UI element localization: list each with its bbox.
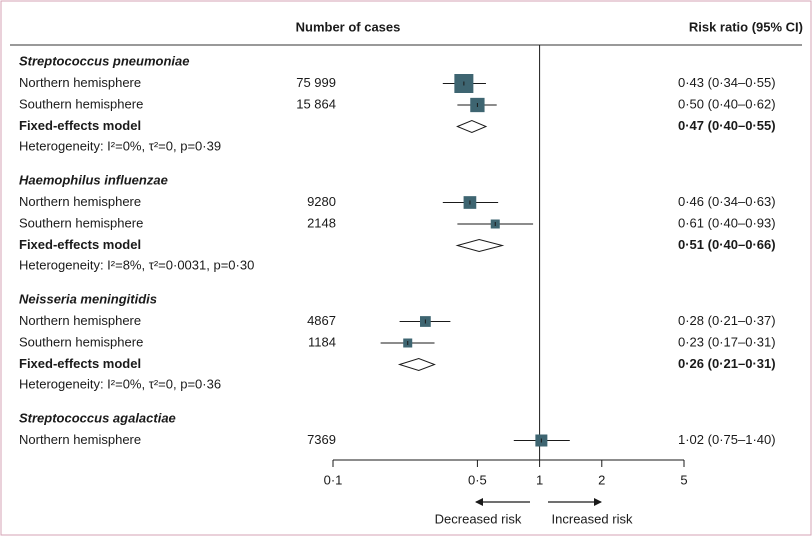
rr-label: 0·23 (0·17–0·31): [678, 334, 776, 349]
rr-label: 0·28 (0·21–0·37): [678, 313, 776, 328]
pooled-label: Fixed-effects model: [19, 237, 141, 252]
x-tick-label: 0·1: [324, 472, 343, 487]
study-label: Southern hemisphere: [19, 334, 143, 349]
x-tick-label: 5: [680, 472, 687, 487]
pooled-rr-label: 0·47 (0·40–0·55): [678, 118, 776, 133]
rr-label: 0·61 (0·40–0·93): [678, 215, 776, 230]
rr-label: 1·02 (0·75–1·40): [678, 432, 776, 447]
pooled-rr-label: 0·26 (0·21–0·31): [678, 356, 776, 371]
group-title: Streptococcus pneumoniae: [19, 53, 189, 68]
heterogeneity: Heterogeneity: I²=0%, τ²=0, p=0·36: [19, 376, 221, 391]
pooled-diamond: [455, 238, 505, 253]
axis-annotation: Decreased risk: [435, 511, 522, 526]
study-label: Northern hemisphere: [19, 75, 141, 90]
study-label: Southern hemisphere: [19, 215, 143, 230]
column-header: Risk ratio (95% CI): [689, 19, 803, 34]
cases: 1184: [308, 334, 336, 349]
pooled-label: Fixed-effects model: [19, 356, 141, 371]
pooled-diamond: [397, 357, 436, 372]
study-label: Southern hemisphere: [19, 96, 143, 111]
column-header: Number of cases: [296, 19, 401, 34]
x-tick-label: 2: [598, 472, 605, 487]
rr-label: 0·46 (0·34–0·63): [678, 194, 776, 209]
heterogeneity: Heterogeneity: I²=0%, τ²=0, p=0·39: [19, 138, 221, 153]
cases: 75 999: [296, 75, 336, 90]
group-title: Streptococcus agalactiae: [19, 410, 176, 425]
pooled-rr-label: 0·51 (0·40–0·66): [678, 237, 776, 252]
heterogeneity: Heterogeneity: I²=8%, τ²=0·0031, p=0·30: [19, 257, 254, 272]
axis-annotation: Increased risk: [552, 511, 633, 526]
cases: 9280: [307, 194, 336, 209]
group-title: Haemophilus influenzae: [19, 172, 168, 187]
cases: 7369: [307, 432, 336, 447]
rr-label: 0·50 (0·40–0·62): [678, 96, 776, 111]
study-label: Northern hemisphere: [19, 432, 141, 447]
rr-label: 0·43 (0·34–0·55): [678, 75, 776, 90]
study-label: Northern hemisphere: [19, 313, 141, 328]
x-tick-label: 0·5: [468, 472, 487, 487]
pooled-label: Fixed-effects model: [19, 118, 141, 133]
x-tick-label: 1: [536, 472, 543, 487]
group-title: Neisseria meningitidis: [19, 291, 157, 306]
study-label: Northern hemisphere: [19, 194, 141, 209]
cases: 15 864: [296, 96, 336, 111]
pooled-diamond: [456, 119, 488, 134]
cases: 4867: [307, 313, 336, 328]
cases: 2148: [307, 215, 336, 230]
